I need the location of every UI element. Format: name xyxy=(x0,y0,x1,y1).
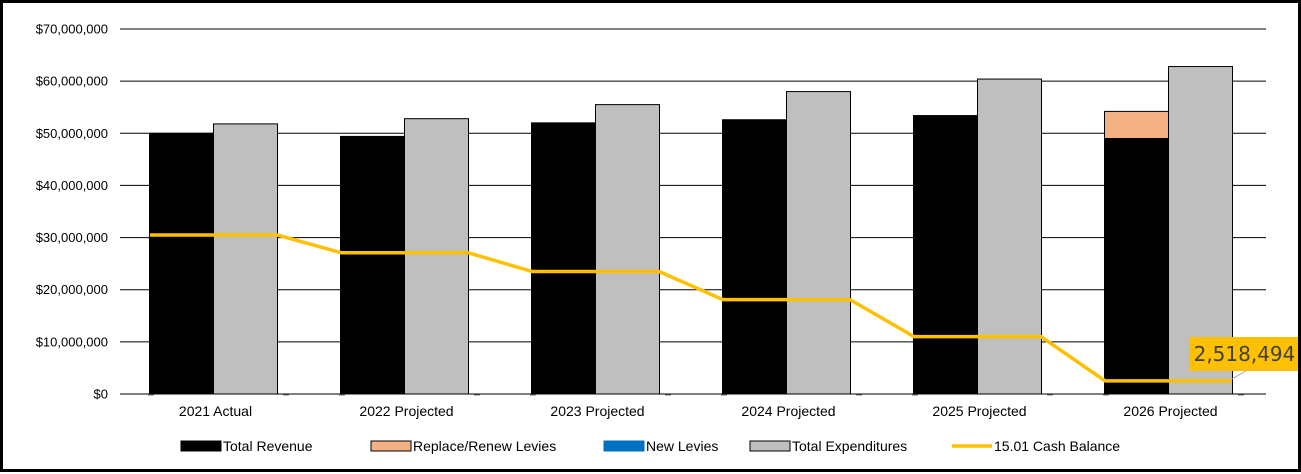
legend-label: 15.01 Cash Balance xyxy=(994,438,1120,454)
callout-label: 2,518,494 xyxy=(1194,342,1296,366)
x-tick-label: 2023 Projected xyxy=(550,403,644,419)
legend-label: Total Revenue xyxy=(223,438,313,454)
legend-label: Total Expenditures xyxy=(792,438,907,454)
legend-item-replace-renew-levies: Replace/Renew Levies xyxy=(371,438,556,454)
total-revenue-bar xyxy=(1105,139,1169,395)
legend-item-new-levies: New Levies xyxy=(604,438,718,454)
y-tick-label: $50,000,000 xyxy=(36,126,108,141)
total-expenditures-bar xyxy=(214,124,278,394)
total-revenue-bar xyxy=(532,123,596,394)
y-tick-label: $30,000,000 xyxy=(36,230,108,245)
cash-balance-line xyxy=(150,235,1232,381)
total-expenditures-bar xyxy=(787,92,851,394)
gridlines xyxy=(120,29,1266,342)
replace-renew-levies-bar xyxy=(1105,111,1169,138)
y-tick-label: $20,000,000 xyxy=(36,282,108,297)
legend-item-15-01-cash-balance: 15.01 Cash Balance xyxy=(952,438,1120,454)
x-tick-label: 2026 Projected xyxy=(1123,403,1217,419)
callout-leader-line xyxy=(1232,371,1246,379)
y-axis-tick-labels: $0 $10,000,000 $20,000,000 $30,000,000 $40,0… xyxy=(36,22,108,402)
legend-swatch xyxy=(750,441,790,451)
x-tick-label: 2025 Projected xyxy=(932,403,1026,419)
x-tick-label: 2024 Projected xyxy=(741,403,835,419)
legend-swatch xyxy=(181,441,221,451)
x-axis xyxy=(120,394,1266,395)
x-tick-label: 2021 Actual xyxy=(179,403,252,419)
x-axis-tick-labels: 2021 Actual 2022 Projected 2023 Projected 2… xyxy=(179,403,1218,419)
x-tick-label: 2022 Projected xyxy=(359,403,453,419)
legend-item-total-expenditures: Total Expenditures xyxy=(750,438,907,454)
bars xyxy=(150,67,1233,394)
chart: $0 $10,000,000 $20,000,000 $30,000,000 $40,0… xyxy=(3,3,1298,469)
y-tick-label: $0 xyxy=(94,387,108,402)
total-expenditures-bar xyxy=(405,119,469,394)
y-tick-label: $60,000,000 xyxy=(36,74,108,89)
y-tick-label: $10,000,000 xyxy=(36,334,108,349)
legend-swatch xyxy=(371,441,411,451)
total-expenditures-bar xyxy=(596,105,660,394)
cash-balance-line-group xyxy=(150,235,1232,381)
total-expenditures-bar xyxy=(978,79,1042,394)
legend: Total Revenue Replace/Renew Levies New Lev… xyxy=(181,438,1120,454)
legend-item-total-revenue: Total Revenue xyxy=(181,438,313,454)
y-tick-label: $70,000,000 xyxy=(36,22,108,37)
total-revenue-bar xyxy=(914,116,978,394)
total-revenue-bar xyxy=(150,133,214,394)
y-tick-label: $40,000,000 xyxy=(36,178,108,193)
total-revenue-bar xyxy=(723,120,787,394)
legend-label: New Levies xyxy=(646,438,718,454)
legend-swatch xyxy=(604,441,644,451)
total-revenue-bar xyxy=(341,136,405,394)
legend-label: Replace/Renew Levies xyxy=(413,438,556,454)
